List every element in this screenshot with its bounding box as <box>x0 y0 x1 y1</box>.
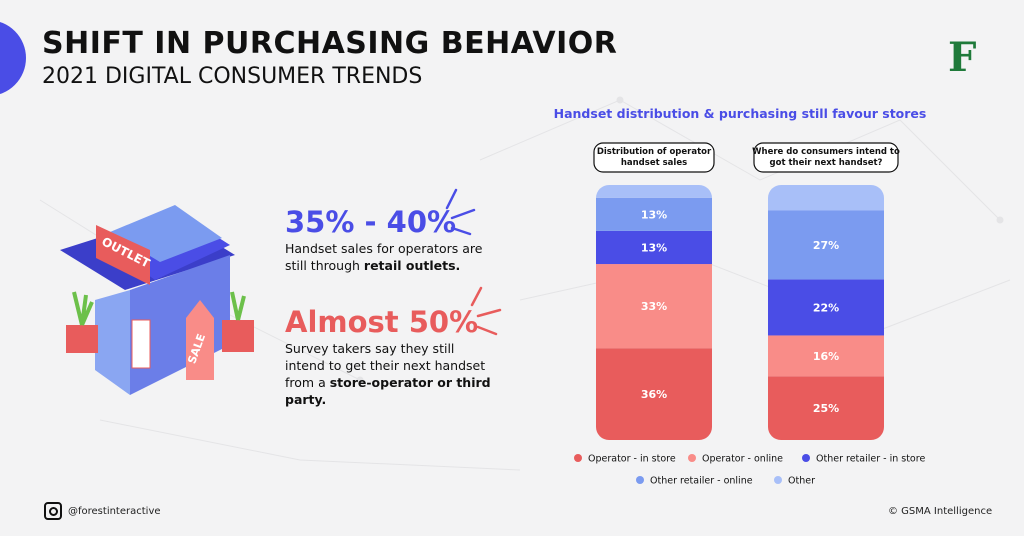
bar-segment <box>768 279 884 336</box>
text: Handset sales for operators are still th… <box>285 241 483 273</box>
value-label: 25% <box>813 402 839 415</box>
stat-headline: 35% - 40% <box>285 205 457 239</box>
bar-segment <box>596 197 712 231</box>
handle: @forestinteractive <box>68 506 161 517</box>
source: © GSMA Intelligence <box>888 506 993 517</box>
legend-label: Operator - online <box>702 454 783 465</box>
legend-swatch <box>636 476 644 484</box>
bar-group <box>768 185 884 440</box>
text: Survey takers say they still intend to g… <box>285 341 486 390</box>
logo: F <box>948 34 977 81</box>
bar-segment <box>768 335 884 377</box>
value-label: 22% <box>813 301 839 314</box>
value-label: 33% <box>641 300 667 313</box>
stat-text: Survey takers say they still intend to g… <box>285 340 495 408</box>
bar-segment <box>768 210 884 280</box>
store-illustration: OUTLET SALE <box>60 205 254 395</box>
category-box <box>593 142 715 173</box>
bar-segment <box>768 185 884 211</box>
value-label: 36% <box>641 388 667 401</box>
category-label: Where do consumers intend to got their ne… <box>752 147 900 168</box>
category-label: Distribution of operator handset sales <box>597 147 712 168</box>
title: SHIFT IN PURCHASING BEHAVIOR <box>42 26 618 61</box>
bar-segment <box>596 230 712 265</box>
legend-label: Other <box>788 476 815 487</box>
value-label: 13% <box>641 208 667 221</box>
accent-strokes <box>470 286 502 336</box>
legend-swatch <box>688 454 696 462</box>
legend-label: Other retailer - online <box>650 476 753 487</box>
instagram-icon <box>44 502 62 520</box>
value-label: 13% <box>641 241 667 254</box>
legend-label: Operator - in store <box>588 454 676 465</box>
bar-group <box>596 185 712 440</box>
legend-swatch <box>774 476 782 484</box>
value-label: 16% <box>813 350 839 363</box>
legend-swatch <box>574 454 582 462</box>
stat-text: Handset sales for operators are still th… <box>285 240 495 274</box>
legend-label: Other retailer - in store <box>816 454 925 465</box>
accent-strokes <box>445 188 476 236</box>
chart-title: Handset distribution & purchasing still … <box>554 106 927 121</box>
category-box <box>753 142 899 173</box>
value-label: 27% <box>813 239 839 252</box>
bar-segment <box>596 264 712 349</box>
bar-segment <box>596 348 712 440</box>
text-bold: store-operator or third party. <box>285 375 491 407</box>
subtitle: 2021 DIGITAL CONSUMER TRENDS <box>42 64 423 89</box>
stat-headline: Almost 50% <box>285 305 479 339</box>
legend-swatch <box>802 454 810 462</box>
bar-segment <box>768 376 884 440</box>
text-bold: retail outlets. <box>363 258 461 273</box>
bar-segment <box>596 185 712 198</box>
